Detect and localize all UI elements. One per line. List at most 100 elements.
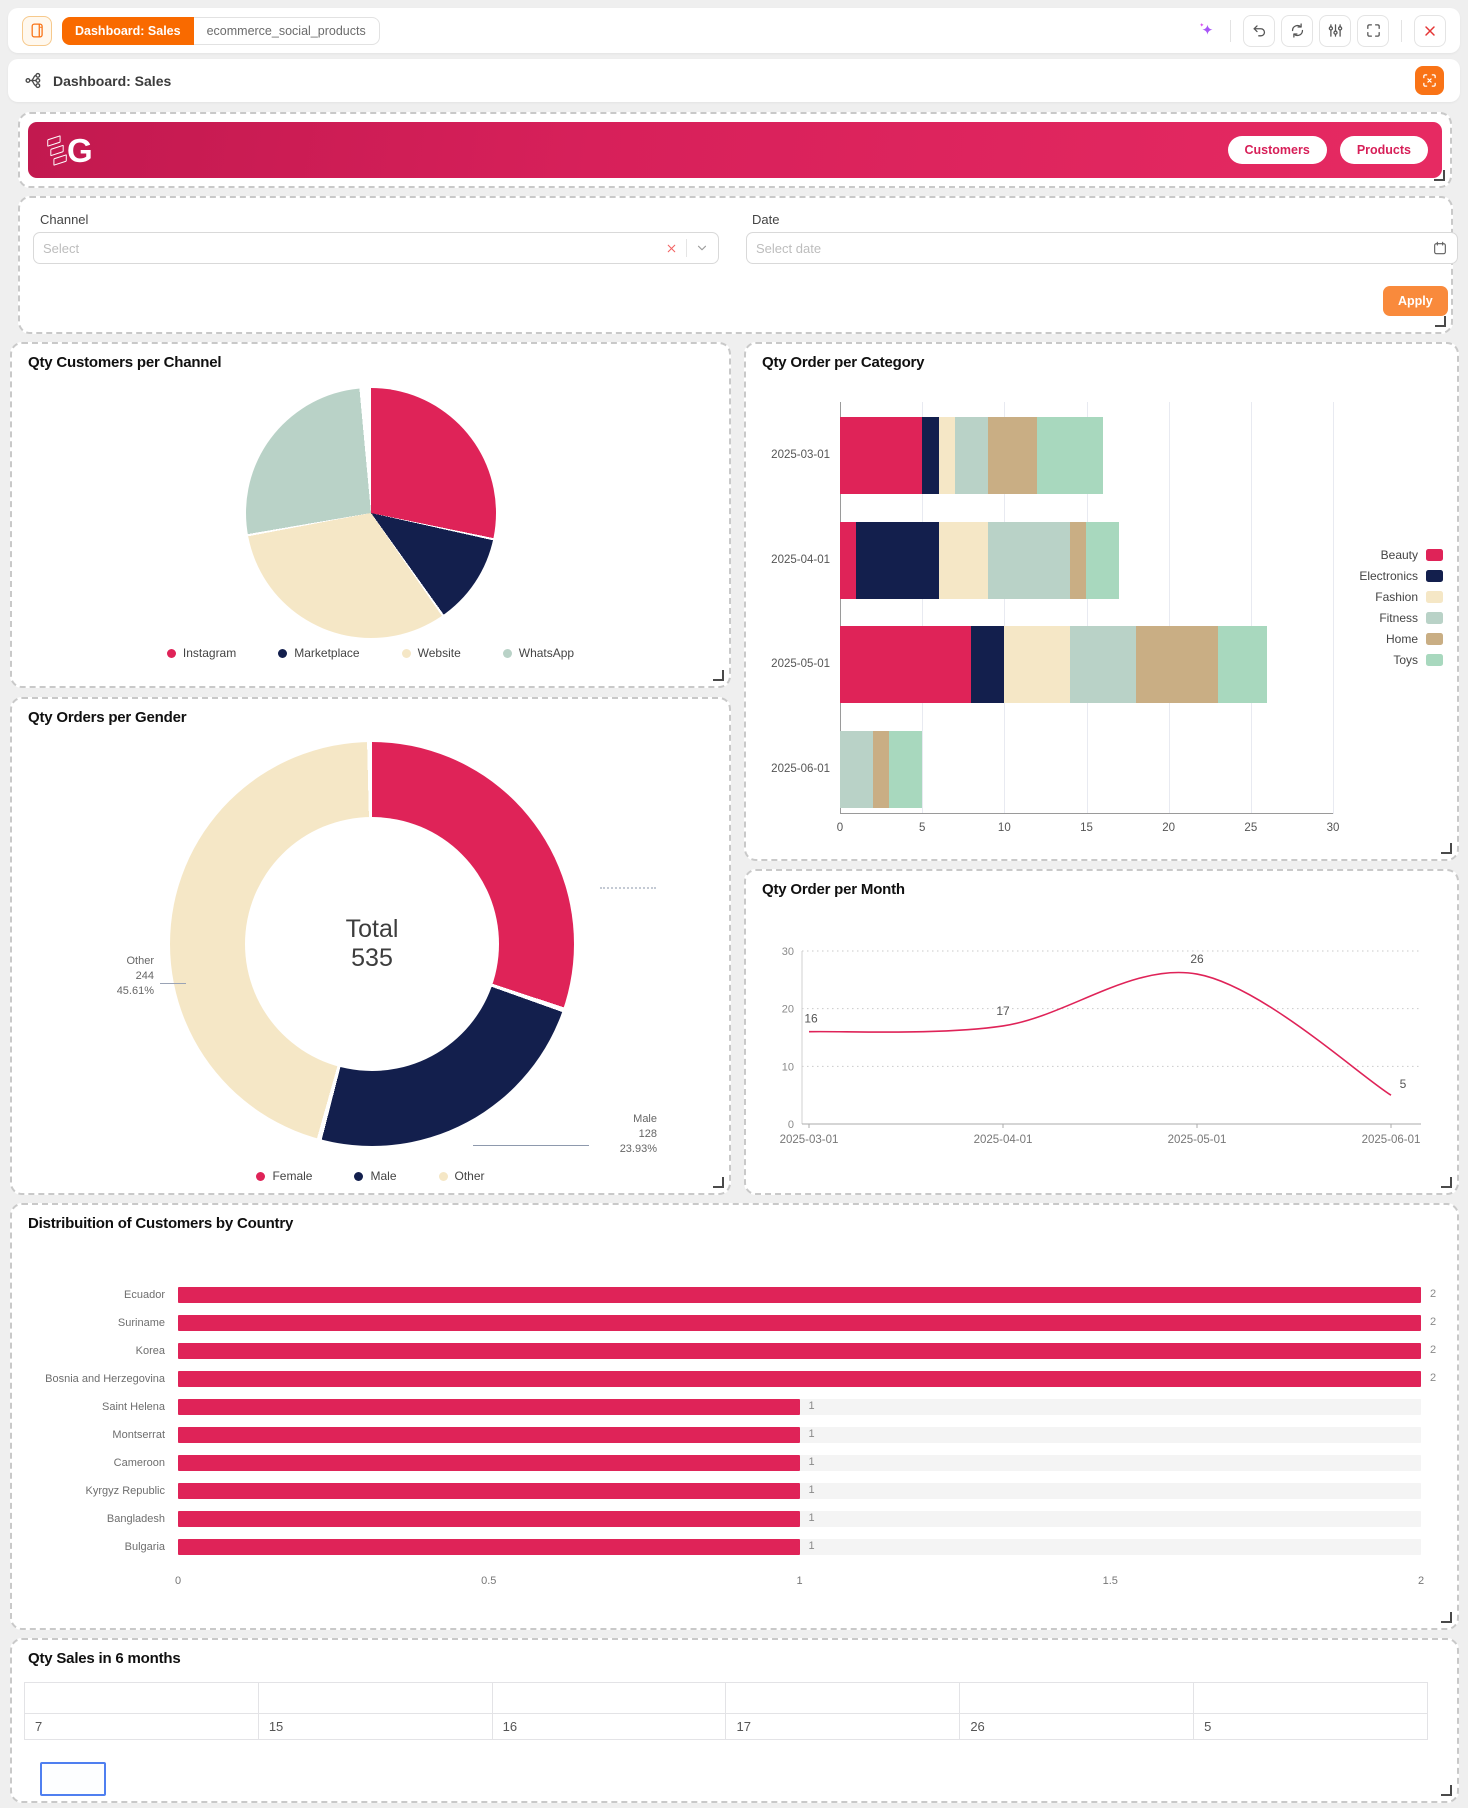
- svg-text:2025-03-01: 2025-03-01: [780, 1134, 839, 1146]
- resize-handle[interactable]: [1441, 1177, 1452, 1188]
- tab-ecommerce-social-products[interactable]: ecommerce_social_products: [193, 16, 380, 45]
- legend-item-other[interactable]: Other: [438, 1169, 485, 1183]
- country-label: Montserrat: [112, 1429, 165, 1441]
- country-row-bulgaria: Bulgaria 1: [24, 1533, 1421, 1561]
- svg-text:30: 30: [782, 946, 794, 958]
- journal-button[interactable]: [22, 15, 52, 46]
- scan-clear-button[interactable]: [1415, 66, 1444, 95]
- legend-item-toys[interactable]: Toys: [1393, 653, 1443, 667]
- table-header-cell: [24, 1682, 259, 1714]
- callout-value: 244: [135, 970, 154, 982]
- scan-clear-icon: [1423, 74, 1436, 87]
- x-axis-tick: 30: [1326, 822, 1340, 834]
- x-axis-tick: 1.5: [1102, 1575, 1118, 1587]
- country-bar-track: 1: [178, 1455, 1421, 1471]
- table-row: 7 15 16 17 26 5: [24, 1713, 1428, 1740]
- panel-qty-sales-6-months: Qty Sales in 6 months 7 15 16 17 26 5: [10, 1638, 1459, 1803]
- legend-item-fitness[interactable]: Fitness: [1379, 611, 1443, 625]
- bar-segment-fitness: [1070, 626, 1136, 704]
- legend-item-fashion[interactable]: Fashion: [1375, 590, 1443, 604]
- legend-item-website[interactable]: Website: [401, 646, 461, 660]
- legend-label: Home: [1385, 632, 1418, 646]
- resize-handle[interactable]: [1441, 1612, 1452, 1623]
- legend-label: Website: [417, 646, 461, 660]
- channel-select[interactable]: Select: [33, 232, 719, 264]
- legend-swatch: [1426, 633, 1443, 645]
- resize-handle[interactable]: [1435, 316, 1446, 327]
- legend-label: Fitness: [1379, 611, 1418, 625]
- channel-legend: Instagram Marketplace Website WhatsApp: [12, 646, 729, 660]
- legend-item-electronics[interactable]: Electronics: [1359, 569, 1443, 583]
- resize-handle[interactable]: [1441, 1785, 1452, 1796]
- sparkle-icon[interactable]: [1196, 20, 1218, 42]
- bar-segment-electronics: [922, 417, 939, 494]
- country-label: Korea: [135, 1345, 165, 1357]
- country-row-kyrgyz-republic: Kyrgyz Republic 1: [24, 1477, 1421, 1505]
- legend-item-male[interactable]: Male: [354, 1169, 397, 1183]
- dashboard-header-bar: Dashboard: Sales: [8, 59, 1460, 102]
- country-bar: [178, 1343, 1421, 1359]
- x-axis-line: [840, 813, 1333, 814]
- country-bar: [178, 1371, 1421, 1387]
- date-input[interactable]: Select date: [746, 232, 1458, 264]
- legend-item-home[interactable]: Home: [1386, 632, 1443, 646]
- panel-qty-order-per-month: Qty Order per Month 0 10 20 30 2025-03-01 202…: [744, 869, 1459, 1195]
- gridline: [1004, 402, 1006, 814]
- logo-strokes-icon: [46, 134, 68, 166]
- country-bar-value: 1: [808, 1540, 815, 1552]
- chevron-down-icon[interactable]: [695, 241, 709, 255]
- panel-filters: Channel Select Date Select date Apply: [18, 196, 1458, 334]
- country-label: Bangladesh: [106, 1513, 165, 1525]
- callout-pct: 23.93%: [619, 1143, 657, 1155]
- calendar-icon[interactable]: [1432, 240, 1448, 256]
- journal-icon: [31, 23, 43, 38]
- legend-item-female[interactable]: Female: [256, 1169, 312, 1183]
- legend-item-whatsapp[interactable]: WhatsApp: [502, 646, 574, 660]
- customers-button[interactable]: Customers: [1227, 136, 1327, 164]
- legend-item-marketplace[interactable]: Marketplace: [278, 646, 360, 660]
- resize-handle[interactable]: [713, 1177, 724, 1188]
- clear-icon[interactable]: [665, 242, 678, 255]
- channel-placeholder: Select: [43, 240, 80, 256]
- bar-row-2025-06-01: [840, 731, 923, 809]
- resize-handle[interactable]: [1434, 170, 1445, 181]
- legend-swatch: [1426, 591, 1443, 603]
- tab-ecommerce-label: ecommerce_social_products: [206, 23, 366, 38]
- x-axis-tick: 0.5: [481, 1575, 497, 1587]
- chart-title: Qty Order per Category: [762, 354, 925, 371]
- country-bar-value: 1: [808, 1428, 815, 1440]
- x-axis-tick: 0: [836, 822, 844, 834]
- country-bar-value: 1: [808, 1484, 815, 1496]
- x-axis-tick: 0: [174, 1575, 182, 1587]
- apply-button[interactable]: Apply: [1383, 286, 1448, 316]
- country-bar: [178, 1399, 800, 1415]
- close-button[interactable]: [1414, 14, 1446, 47]
- refresh-button[interactable]: [1281, 14, 1313, 47]
- legend-swatch: [1426, 654, 1443, 666]
- table-header-cell: [257, 1682, 493, 1714]
- refresh-icon: [1291, 23, 1303, 38]
- bar-segment-electronics: [971, 626, 1005, 704]
- chart-title: Qty Sales in 6 months: [28, 1650, 181, 1667]
- brand-logo: G: [47, 134, 93, 167]
- sliders-button[interactable]: [1319, 14, 1351, 47]
- maximize-button[interactable]: [1357, 14, 1389, 47]
- tab-dashboard-sales[interactable]: Dashboard: Sales: [62, 16, 194, 45]
- country-row-bosnia-and-herzegovina: Bosnia and Herzegovina 2: [24, 1365, 1436, 1393]
- gridline: [1086, 402, 1088, 814]
- country-bar-track: 2: [178, 1287, 1436, 1303]
- resize-handle[interactable]: [1441, 843, 1452, 854]
- chart-title: Qty Order per Month: [762, 881, 905, 898]
- country-bar-track: 1: [178, 1399, 1421, 1415]
- undo-button[interactable]: [1243, 14, 1275, 47]
- country-bar: [178, 1427, 800, 1443]
- legend-label: Male: [370, 1169, 397, 1183]
- svg-text:5: 5: [1400, 1077, 1407, 1091]
- products-button[interactable]: Products: [1339, 136, 1428, 164]
- legend-item-instagram[interactable]: Instagram: [166, 646, 236, 660]
- resize-handle[interactable]: [713, 670, 724, 681]
- bar-segment-beauty: [840, 626, 972, 704]
- bar-segment-electronics: [856, 521, 939, 599]
- bar-segment-fitness: [987, 521, 1071, 599]
- legend-item-beauty[interactable]: Beauty: [1381, 548, 1443, 562]
